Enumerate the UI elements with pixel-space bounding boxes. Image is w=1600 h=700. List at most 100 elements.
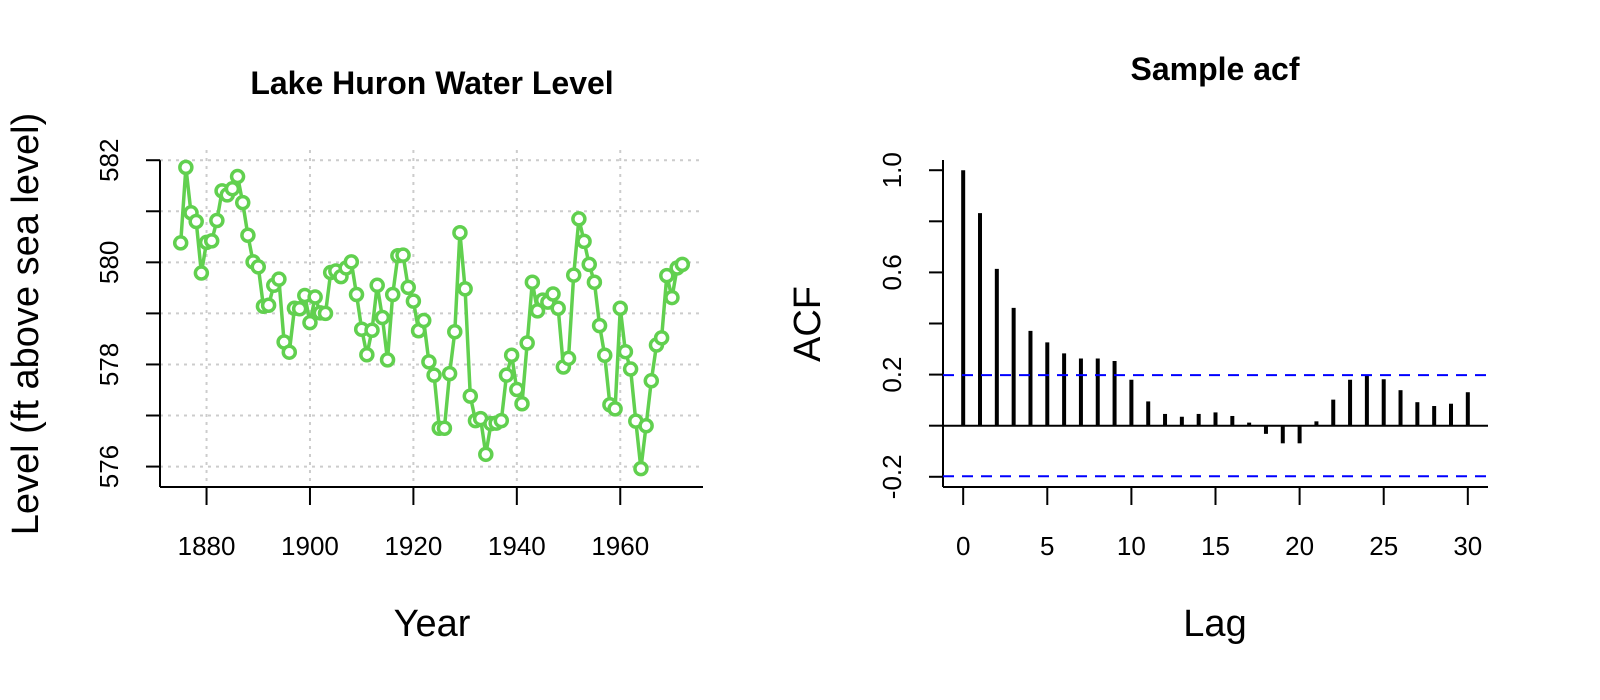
lake-huron-point: [224, 181, 241, 197]
lake-huron-point: [659, 267, 675, 284]
lake-huron-point: [343, 254, 360, 270]
acf-plot: -0.2 0.2 0.6 1.0 0 5 10 15 20 25 30 Sample acf Lag…: [787, 51, 1488, 645]
lake-huron-point: [395, 247, 411, 263]
lake-huron-point: [560, 350, 577, 367]
lake-huron-point: [596, 347, 613, 364]
lake-huron-point: [586, 274, 603, 290]
lake-huron-point: [653, 330, 670, 346]
lake-huron-xlabel: Year: [394, 603, 471, 645]
lake-huron-point: [565, 267, 582, 283]
lake-huron-point: [172, 235, 189, 251]
acf-xtick-label: 20: [1285, 531, 1314, 561]
lake-huron-xtick-label: 1940: [488, 531, 546, 561]
lake-huron-point: [348, 286, 365, 303]
lake-huron-point: [317, 305, 334, 322]
lake-huron-point: [379, 352, 396, 368]
lake-huron-point: [384, 286, 401, 303]
lake-huron-point: [638, 417, 654, 434]
lake-huron-xtick-label: 1960: [591, 531, 649, 561]
lake-huron-point: [452, 224, 468, 241]
lake-huron-ytick-label: 578: [94, 343, 124, 386]
lake-huron-point: [674, 256, 691, 273]
lake-huron-point: [441, 365, 458, 382]
lake-huron-plot: 576 578 580 582 1880 1900 1920 1940 1960 Lake Hu…: [5, 65, 703, 645]
acf-xtick-label: 30: [1453, 531, 1482, 561]
lake-huron-point: [519, 335, 535, 351]
acf-bars: [961, 170, 1470, 444]
lake-huron-point: [591, 317, 608, 334]
lake-huron-point: [478, 446, 494, 463]
lake-huron-point: [571, 211, 587, 227]
acf-ytick-label: -0.2: [877, 454, 907, 499]
acf-xtick-label: 5: [1040, 531, 1054, 561]
lake-huron-point: [617, 343, 634, 360]
lake-huron-point: [664, 289, 680, 306]
acf-ytick-label: 1.0: [877, 152, 907, 188]
lake-huron-point: [612, 300, 629, 317]
lake-huron-xtick-label: 1900: [281, 531, 339, 561]
lake-huron-point: [405, 293, 422, 309]
lake-huron-point: [188, 213, 204, 230]
lake-huron-series-line: [178, 167, 684, 469]
lake-huron-point: [633, 460, 649, 477]
lake-huron-point: [369, 277, 385, 294]
lake-huron-point: [193, 265, 210, 281]
lake-huron-point: [400, 279, 416, 296]
lake-huron-point: [307, 289, 323, 305]
lake-huron-point: [374, 309, 391, 326]
lake-huron-point: [302, 314, 318, 331]
lake-huron-point: [498, 367, 515, 383]
lake-huron-xtick-label: 1920: [384, 531, 442, 561]
acf-xtick-label: 25: [1369, 531, 1398, 561]
lake-huron-point: [576, 233, 592, 250]
acf-title: Sample acf: [1131, 51, 1300, 87]
acf-ytick-label: 0.2: [877, 357, 907, 393]
lake-huron-point: [415, 312, 432, 329]
lake-huron-point: [457, 281, 473, 297]
lake-huron-point: [622, 361, 639, 377]
lake-huron-ytick-label: 580: [94, 241, 124, 284]
lake-huron-ytick-label: 576: [94, 445, 124, 488]
lake-huron-point: [524, 274, 541, 290]
lake-huron-point: [607, 401, 623, 417]
lake-huron-point: [178, 159, 194, 176]
lake-huron-point: [581, 256, 597, 273]
lake-huron-point: [359, 347, 375, 363]
lake-huron-point: [550, 300, 566, 317]
acf-xtick-label: 15: [1201, 531, 1230, 561]
lake-huron-points: [172, 159, 691, 477]
acf-ylabel: ACF: [787, 286, 829, 362]
lake-huron-ytick-label: 582: [94, 139, 124, 182]
lake-huron-point: [260, 297, 277, 313]
lake-huron-point: [250, 259, 267, 275]
lake-huron-point: [447, 324, 463, 340]
acf-axes: -0.2 0.2 0.6 1.0 0 5 10 15 20 25 30: [877, 152, 1488, 561]
acf-xlabel: Lag: [1183, 603, 1246, 645]
lake-huron-point: [436, 420, 453, 437]
lake-huron-title: Lake Huron Water Level: [250, 65, 613, 101]
lake-huron-point: [281, 344, 298, 360]
lake-huron-point: [643, 373, 660, 389]
lake-huron-point: [234, 194, 251, 211]
lake-huron-point: [203, 233, 220, 249]
lake-huron-xtick-label: 1880: [178, 531, 236, 561]
lake-huron-point: [509, 381, 525, 398]
acf-xtick-label: 0: [956, 531, 970, 561]
lake-huron-point: [514, 396, 530, 412]
lake-huron-point: [364, 322, 380, 338]
lake-huron-point: [493, 412, 510, 429]
lake-huron-point: [291, 301, 308, 317]
lake-huron-point: [503, 347, 520, 364]
lake-huron-axes: 576 578 580 582 1880 1900 1920 1940 1960: [94, 139, 703, 561]
acf-ytick-label: 0.6: [877, 254, 907, 290]
lake-huron-point: [209, 212, 225, 229]
lake-huron-point: [240, 227, 256, 244]
lake-huron-point: [545, 286, 561, 302]
lake-huron-point: [421, 354, 437, 370]
lake-huron-point: [229, 168, 246, 185]
lake-huron-ylabel: Level (ft above sea level): [5, 113, 47, 535]
lake-huron-point: [426, 367, 442, 383]
lake-huron-point: [462, 388, 479, 404]
lake-huron-point: [271, 271, 287, 287]
